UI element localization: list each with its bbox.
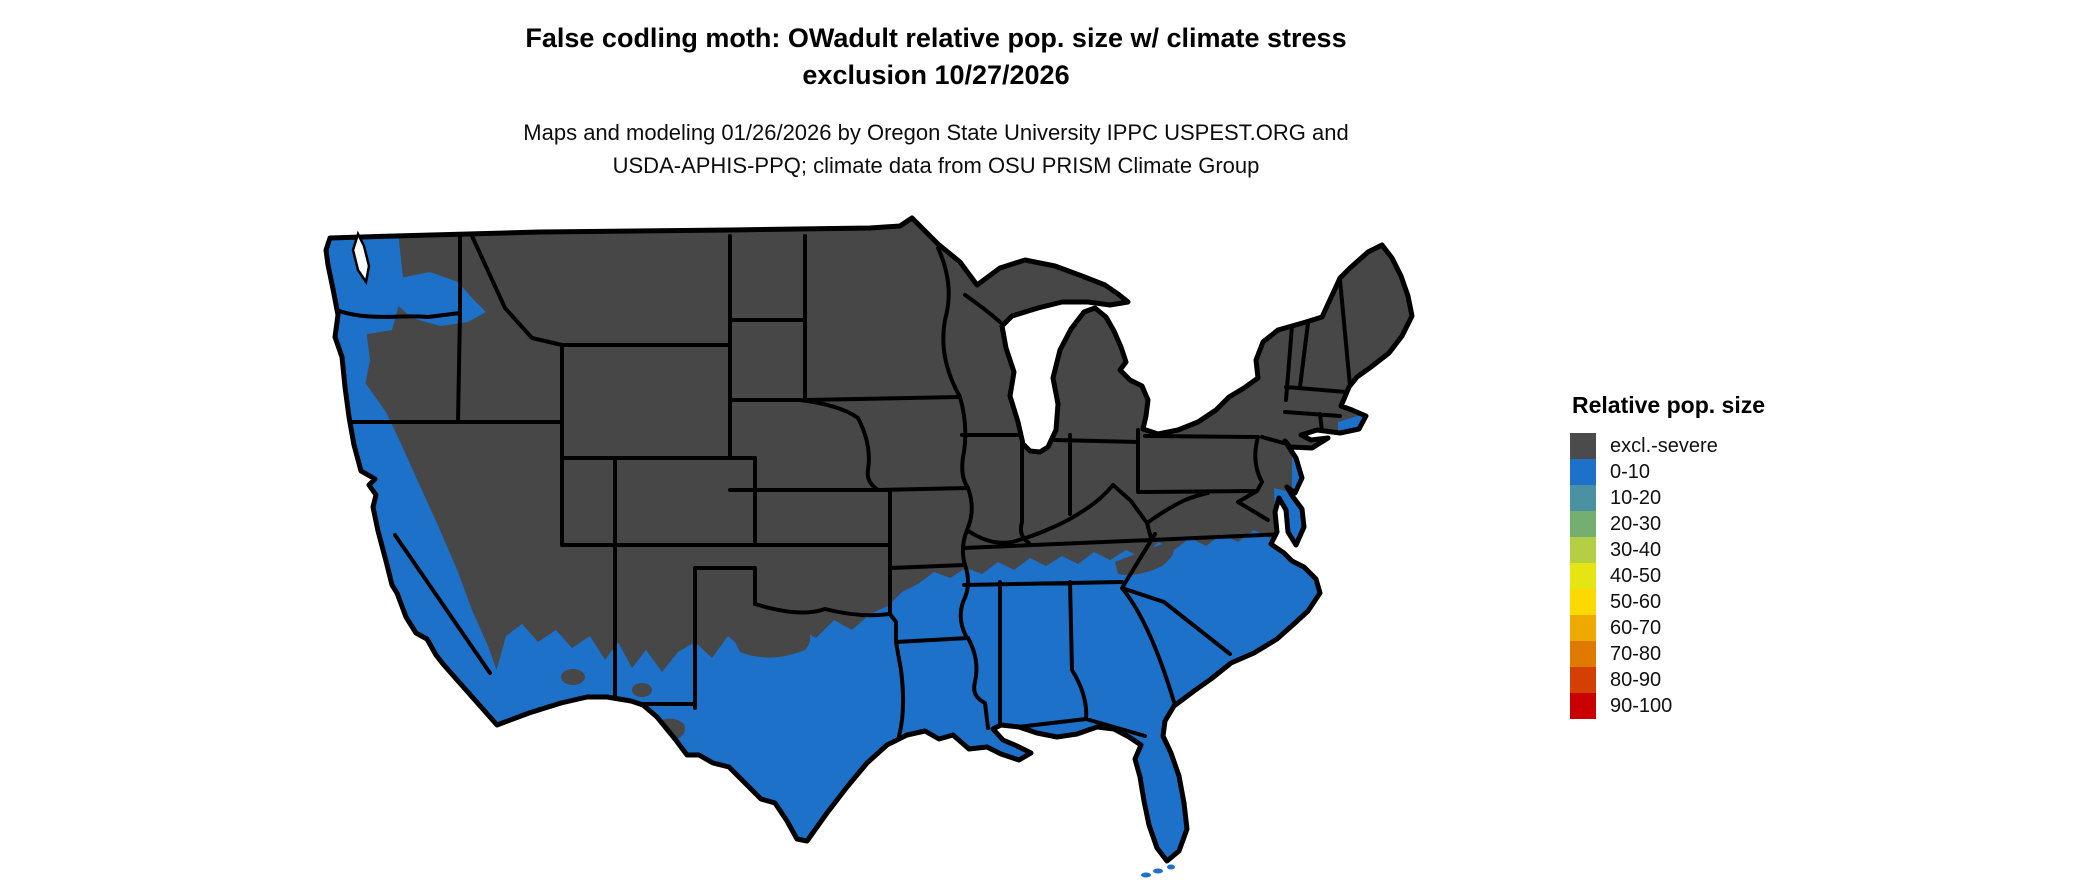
legend-item-0-10: 0-10 [1570,459,1870,485]
legend-item-excl-severe: excl.-severe [1570,433,1870,459]
legend-swatch-0-10 [1570,459,1596,485]
legend-label: 10-20 [1610,487,1662,509]
map-gray-texas-hill-country [732,618,811,658]
puget-sound-water [351,230,371,286]
legend-swatch-30-40 [1570,537,1596,563]
legend-swatch-10-20 [1570,485,1596,511]
florida-keys [1141,864,1175,878]
legend-label: 70-80 [1610,643,1662,665]
legend-swatch-90-100 [1570,693,1596,719]
map-title-line2: exclusion 10/27/2026 [802,60,1070,90]
legend-label: 40-50 [1610,565,1662,587]
legend-item-80-90: 80-90 [1570,667,1870,693]
legend-label: 0-10 [1610,461,1651,483]
legend-item-30-40: 30-40 [1570,537,1870,563]
legend-title: Relative pop. size [1572,392,1766,418]
legend-swatch-70-80 [1570,641,1596,667]
map-subtitle-line1: Maps and modeling 01/26/2026 by Oregon S… [523,120,1349,145]
legend-label: 50-60 [1610,591,1662,613]
legend-item-90-100: 90-100 [1570,693,1870,719]
legend-items: excl.-severe 0-10 10-20 20-30 30-40 40-5… [1570,433,1870,719]
map-header: False codling moth: OWadult relative pop… [0,20,1872,182]
legend-item-20-30: 20-30 [1570,511,1870,537]
map-title: False codling moth: OWadult relative pop… [0,20,1872,94]
map-gray-appalachian-wedge [1115,542,1174,575]
legend-swatch-50-60 [1570,589,1596,615]
legend-label: 80-90 [1610,669,1662,691]
us-map [300,190,1430,890]
legend-swatch-excl-severe [1570,433,1596,459]
legend-swatch-60-70 [1570,615,1596,641]
legend-label: 30-40 [1610,539,1662,561]
map-legend: Relative pop. size excl.-severe 0-10 10-… [1570,392,1870,719]
map-gray-arizona-patch [561,669,585,685]
us-outline [323,215,1415,864]
legend-label: 20-30 [1610,513,1662,535]
map-gray-new-mexico-patch [632,683,652,697]
map-subtitle-line2: USDA-APHIS-PPQ; climate data from OSU PR… [612,153,1260,178]
legend-item-40-50: 40-50 [1570,563,1870,589]
legend-swatch-80-90 [1570,667,1596,693]
state-borders [334,234,1352,738]
legend-label: excl.-severe [1610,435,1718,457]
legend-item-60-70: 60-70 [1570,615,1870,641]
legend-swatch-20-30 [1570,511,1596,537]
legend-item-50-60: 50-60 [1570,589,1870,615]
legend-swatch-40-50 [1570,563,1596,589]
legend-item-70-80: 70-80 [1570,641,1870,667]
map-subtitle: Maps and modeling 01/26/2026 by Oregon S… [0,116,1872,182]
legend-item-10-20: 10-20 [1570,485,1870,511]
legend-label: 60-70 [1610,617,1662,639]
us-map-svg [323,215,1415,878]
legend-label: 90-100 [1610,695,1673,717]
map-title-line1: False codling moth: OWadult relative pop… [525,23,1347,53]
